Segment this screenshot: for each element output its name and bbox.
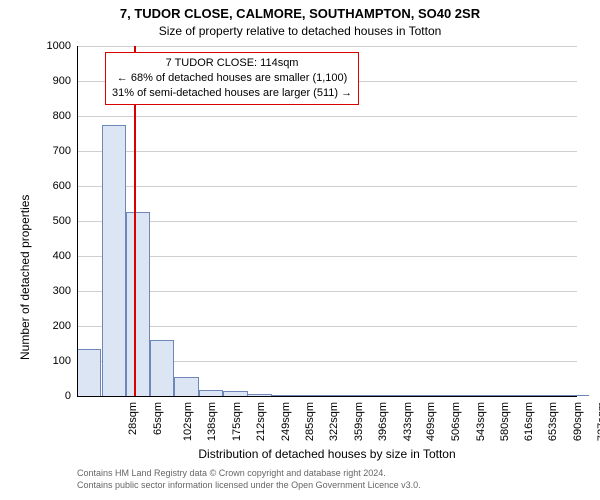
y-tick-label: 900	[53, 75, 71, 87]
x-tick-label: 396sqm	[377, 402, 389, 441]
x-tick-label: 28sqm	[127, 402, 139, 435]
x-tick-label: 322sqm	[328, 402, 340, 441]
x-axis-label: Distribution of detached houses by size …	[77, 447, 577, 461]
attribution-line1: Contains HM Land Registry data © Crown c…	[77, 468, 421, 480]
grid-line	[77, 291, 577, 292]
histogram-bar	[174, 377, 198, 396]
grid-line	[77, 116, 577, 117]
annotation-line: 31% of semi-detached houses are larger (…	[112, 86, 352, 101]
grid-line	[77, 186, 577, 187]
attribution-line2: Contains public sector information licen…	[77, 480, 421, 492]
y-axis-label: Number of detached properties	[18, 195, 32, 360]
y-tick-label: 400	[53, 250, 71, 262]
annotation-line: ← 68% of detached houses are smaller (1,…	[112, 71, 352, 86]
y-tick-label: 100	[53, 355, 71, 367]
x-tick-label: 212sqm	[255, 402, 267, 441]
chart-title: 7, TUDOR CLOSE, CALMORE, SOUTHAMPTON, SO…	[0, 6, 600, 21]
x-tick-label: 433sqm	[402, 402, 414, 441]
grid-line	[77, 256, 577, 257]
y-tick-label: 1000	[47, 40, 71, 52]
y-tick-label: 800	[53, 110, 71, 122]
x-tick-label: 175sqm	[231, 402, 243, 441]
x-tick-label: 506sqm	[450, 402, 462, 441]
grid-line	[77, 221, 577, 222]
y-axis	[77, 46, 78, 396]
y-tick-label: 300	[53, 285, 71, 297]
x-tick-label: 285sqm	[304, 402, 316, 441]
y-tick-label: 200	[53, 320, 71, 332]
x-tick-label: 65sqm	[152, 402, 164, 435]
x-tick-label: 138sqm	[206, 402, 218, 441]
annotation-line: 7 TUDOR CLOSE: 114sqm	[112, 56, 352, 71]
x-tick-label: 102sqm	[182, 402, 194, 441]
histogram-bar	[150, 340, 174, 396]
histogram-bar	[102, 125, 126, 396]
x-tick-label: 727sqm	[597, 402, 600, 441]
x-tick-label: 543sqm	[475, 402, 487, 441]
grid-line	[77, 151, 577, 152]
y-tick-label: 500	[53, 215, 71, 227]
x-axis	[77, 396, 577, 397]
y-tick-label: 0	[65, 390, 71, 402]
x-tick-label: 690sqm	[572, 402, 584, 441]
histogram-bar	[126, 212, 150, 396]
grid-line	[77, 46, 577, 47]
histogram-bar	[77, 349, 101, 396]
x-tick-label: 359sqm	[353, 402, 365, 441]
x-tick-label: 616sqm	[523, 402, 535, 441]
attribution: Contains HM Land Registry data © Crown c…	[77, 468, 421, 491]
x-tick-label: 580sqm	[499, 402, 511, 441]
annotation-box: 7 TUDOR CLOSE: 114sqm← 68% of detached h…	[105, 52, 359, 105]
grid-line	[77, 326, 577, 327]
x-tick-label: 469sqm	[426, 402, 438, 441]
y-tick-label: 600	[53, 180, 71, 192]
x-tick-label: 653sqm	[548, 402, 560, 441]
plot-area: 0100200300400500600700800900100028sqm65s…	[77, 46, 577, 396]
chart-subtitle: Size of property relative to detached ho…	[0, 24, 600, 38]
x-tick-label: 249sqm	[280, 402, 292, 441]
y-tick-label: 700	[53, 145, 71, 157]
chart-container: 7, TUDOR CLOSE, CALMORE, SOUTHAMPTON, SO…	[0, 0, 600, 500]
